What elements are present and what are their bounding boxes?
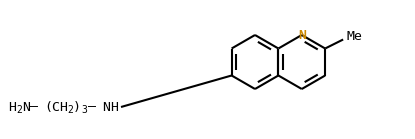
Text: H: H bbox=[110, 100, 118, 114]
Text: H: H bbox=[59, 100, 67, 114]
Text: —: — bbox=[88, 100, 96, 114]
Text: C: C bbox=[51, 100, 59, 114]
Text: —: — bbox=[30, 100, 38, 114]
Text: (: ( bbox=[44, 100, 52, 114]
Text: Me: Me bbox=[346, 30, 362, 43]
Text: 2: 2 bbox=[67, 105, 73, 115]
Text: H: H bbox=[8, 100, 16, 114]
Text: N: N bbox=[102, 100, 110, 114]
Text: N: N bbox=[22, 100, 30, 114]
Text: 3: 3 bbox=[81, 105, 87, 115]
Text: 2: 2 bbox=[16, 105, 22, 115]
Text: N: N bbox=[298, 28, 306, 42]
Text: ): ) bbox=[73, 100, 81, 114]
